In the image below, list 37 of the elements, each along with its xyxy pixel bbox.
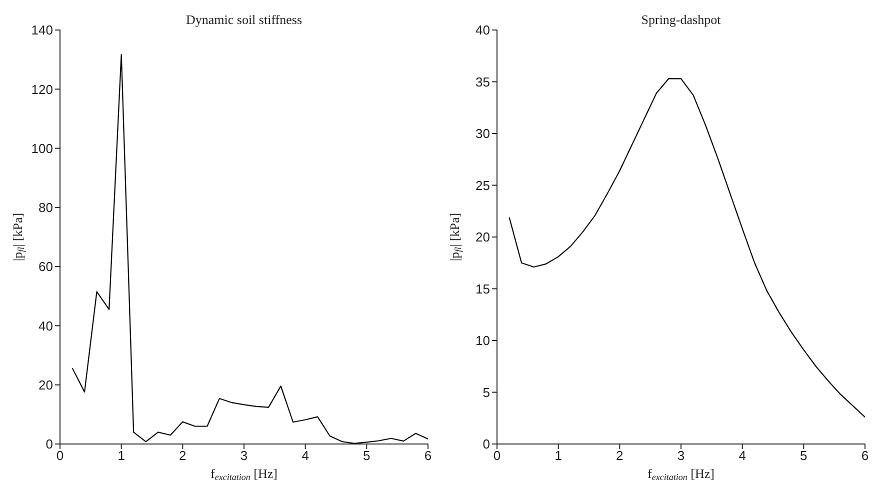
line-series bbox=[72, 54, 428, 444]
y-tick-label: 0 bbox=[46, 436, 53, 452]
y-tick-label: 35 bbox=[476, 74, 490, 90]
y-tick-label: 120 bbox=[31, 82, 53, 97]
x-tick-label: 5 bbox=[800, 448, 808, 464]
x-tick-label: 3 bbox=[240, 448, 248, 464]
y-tick-label: 140 bbox=[31, 22, 53, 38]
y-tick-label: 30 bbox=[476, 126, 490, 142]
x-axis-title: f$_{excitation}$ [Hz] bbox=[210, 466, 278, 482]
x-axis-title: f$_{excitation}$ [Hz] bbox=[648, 466, 714, 482]
y-tick-label: 0 bbox=[482, 436, 490, 452]
y-tick-label: 20 bbox=[476, 230, 490, 245]
x-tick-label: 6 bbox=[424, 448, 432, 464]
y-tick-label: 80 bbox=[38, 200, 53, 216]
x-tick-label: 0 bbox=[493, 448, 501, 464]
y-tick-label: 15 bbox=[476, 281, 490, 296]
y-tick-label: 60 bbox=[38, 259, 53, 274]
y-tick-label: 40 bbox=[38, 318, 53, 334]
x-tick-label: 3 bbox=[677, 448, 685, 464]
y-tick-label: 40 bbox=[476, 22, 490, 38]
y-tick-label: 5 bbox=[482, 384, 490, 400]
y-tick-label: 10 bbox=[476, 333, 490, 348]
x-tick-label: 5 bbox=[363, 448, 370, 464]
y-tick-label: 25 bbox=[476, 178, 490, 193]
x-tick-label: 2 bbox=[179, 448, 186, 464]
y-tick-label: 100 bbox=[31, 140, 53, 156]
chart-title: Spring-dashpot bbox=[641, 12, 722, 27]
x-tick-label: 6 bbox=[861, 448, 869, 464]
x-tick-label: 0 bbox=[56, 448, 64, 464]
line-series bbox=[508, 78, 865, 418]
chart-title: Dynamic soil stiffness bbox=[186, 12, 302, 27]
x-tick-label: 4 bbox=[738, 448, 746, 464]
x-tick-label: 1 bbox=[554, 448, 562, 464]
y-tick-label: 20 bbox=[38, 377, 53, 392]
x-tick-label: 4 bbox=[302, 448, 309, 464]
x-tick-label: 1 bbox=[118, 448, 125, 464]
x-tick-label: 2 bbox=[616, 448, 624, 464]
